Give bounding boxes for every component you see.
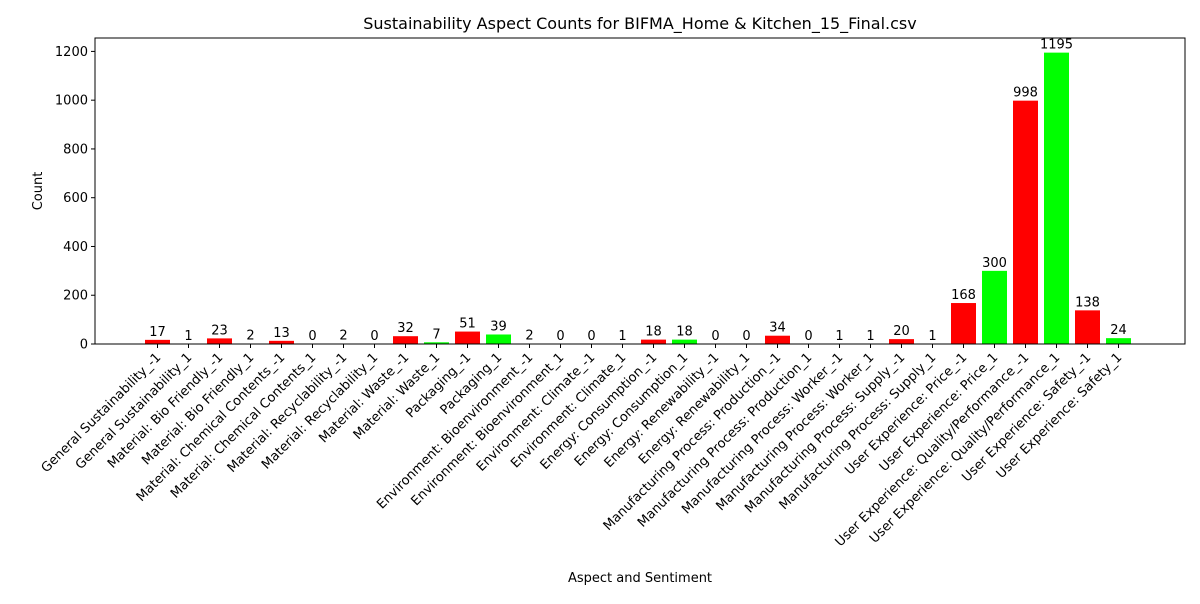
y-tick-label: 1200 [55, 45, 88, 60]
bar [765, 336, 790, 344]
bar [889, 339, 914, 344]
bar [1075, 310, 1100, 344]
bar [1106, 338, 1131, 344]
bar-value-label: 1 [866, 329, 874, 344]
bar-value-label: 0 [370, 329, 378, 344]
bar [145, 340, 170, 344]
bar-value-label: 18 [676, 325, 693, 340]
bar-value-label: 23 [211, 323, 228, 338]
y-tick-label: 400 [63, 240, 88, 255]
bar-value-label: 2 [525, 329, 533, 344]
chart-title: Sustainability Aspect Counts for BIFMA_H… [363, 14, 916, 34]
y-axis-label: Count [31, 172, 46, 211]
bar [1013, 101, 1038, 344]
bar [455, 332, 480, 344]
bar-value-label: 34 [769, 321, 786, 336]
y-tick-label: 0 [80, 338, 88, 353]
bar [393, 336, 418, 344]
bars-group [145, 53, 1131, 344]
bar-value-label: 0 [742, 329, 750, 344]
bar [951, 303, 976, 344]
bar-value-label: 998 [1013, 86, 1038, 101]
y-tick-label: 1000 [55, 94, 88, 109]
bar-value-label: 2 [246, 329, 254, 344]
bar [641, 340, 666, 344]
bar-value-label: 7 [432, 327, 440, 342]
bar-value-label: 138 [1075, 295, 1100, 310]
bar-value-label: 0 [556, 329, 564, 344]
bar-value-label: 1195 [1040, 38, 1073, 53]
bar-value-label: 0 [308, 329, 316, 344]
bar-value-label: 0 [804, 329, 812, 344]
y-tick-label: 800 [63, 142, 88, 157]
bar-value-label: 1 [928, 329, 936, 344]
bar [982, 271, 1007, 344]
bar [672, 340, 697, 344]
bar [1044, 53, 1069, 344]
bar-value-label: 24 [1110, 323, 1127, 338]
y-tick-label: 600 [63, 191, 88, 206]
bar-value-label: 51 [459, 317, 476, 332]
bar-value-label: 1 [835, 329, 843, 344]
bar-value-label: 168 [951, 288, 976, 303]
bar [486, 334, 511, 344]
bar-value-label: 13 [273, 326, 290, 341]
bar-value-label: 18 [645, 325, 662, 340]
x-axis-label: Aspect and Sentiment [568, 571, 712, 586]
bar [207, 338, 232, 344]
bar-value-label: 300 [982, 256, 1007, 271]
bar-value-label: 1 [618, 329, 626, 344]
bar-value-label: 20 [893, 324, 910, 339]
bar-value-label: 17 [149, 325, 166, 340]
bar-value-label: 39 [490, 319, 507, 334]
bar-value-label: 1 [184, 329, 192, 344]
bar-value-label: 0 [587, 329, 595, 344]
bar-value-label: 0 [711, 329, 719, 344]
bar-value-label: 2 [339, 329, 347, 344]
bar-value-label: 32 [397, 321, 414, 336]
y-tick-label: 200 [63, 289, 88, 304]
y-axis-ticks: 0 200 400 600 800 1000 1200 [55, 45, 95, 353]
